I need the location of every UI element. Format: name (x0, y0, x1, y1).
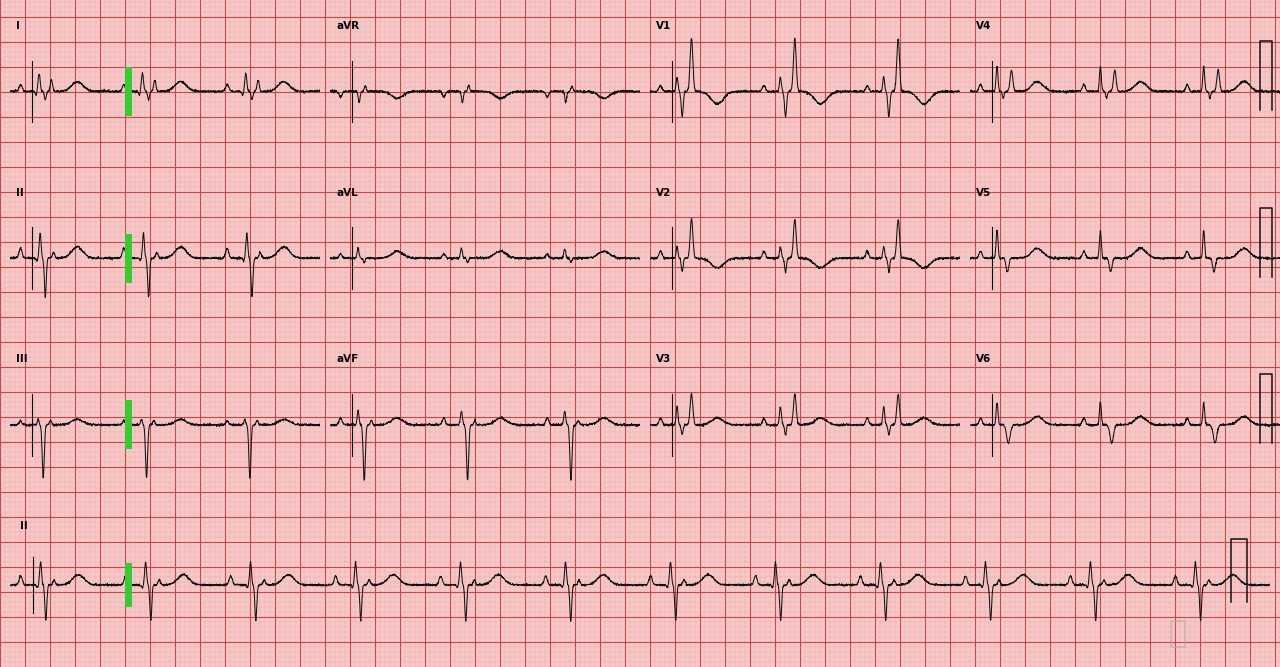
Text: V3: V3 (657, 354, 672, 364)
Text: V5: V5 (977, 187, 992, 197)
Text: aVF: aVF (337, 354, 358, 364)
Text: V1: V1 (657, 21, 672, 31)
Text: III: III (17, 354, 28, 364)
Text: V2: V2 (657, 187, 672, 197)
Text: II: II (20, 520, 28, 530)
Text: I: I (17, 21, 20, 31)
Text: aVR: aVR (337, 21, 360, 31)
Text: V6: V6 (977, 354, 992, 364)
Text: II: II (17, 187, 24, 197)
Text: 🦌: 🦌 (1169, 619, 1187, 648)
Text: aVL: aVL (337, 187, 358, 197)
Text: V4: V4 (977, 21, 992, 31)
